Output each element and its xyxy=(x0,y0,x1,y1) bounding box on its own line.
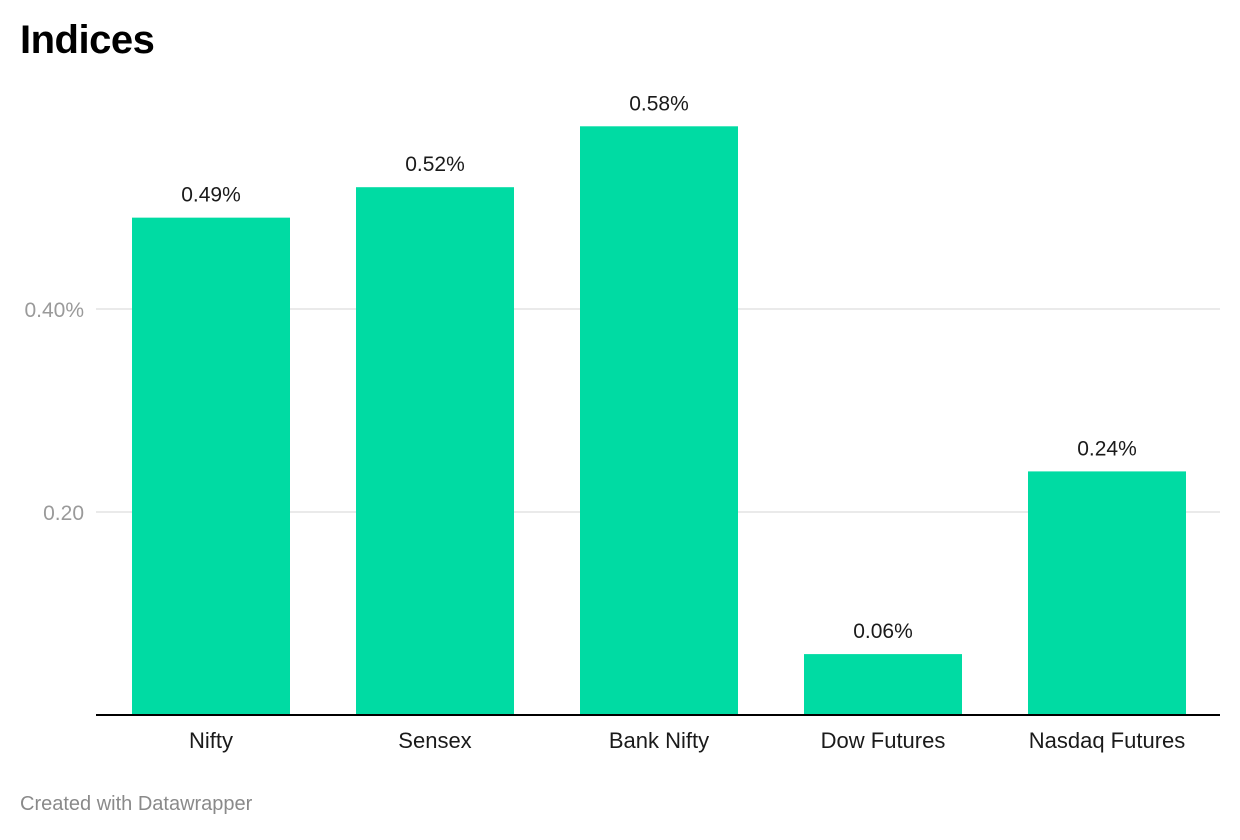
bar-bank-nifty xyxy=(580,126,738,716)
value-labels: 0.49% 0.52% 0.58% 0.06% 0.24% xyxy=(181,92,1137,643)
bar-value-label: 0.52% xyxy=(405,153,465,176)
x-category-label: Nasdaq Futures xyxy=(1029,728,1186,753)
bar-nasdaq-futures xyxy=(1028,471,1186,715)
y-tick-label: 0.20 xyxy=(43,502,84,525)
x-category-label: Sensex xyxy=(398,728,471,753)
bar-value-label: 0.06% xyxy=(853,620,913,643)
bar-value-label: 0.24% xyxy=(1077,437,1137,460)
y-axis-ticks: 0.20 0.40% xyxy=(24,299,84,525)
bar-nifty xyxy=(132,217,290,715)
footer-credit: Created with Datawrapper xyxy=(20,793,253,815)
x-category-label: Dow Futures xyxy=(821,728,946,753)
x-category-label: Bank Nifty xyxy=(609,728,709,753)
chart-title: Indices xyxy=(20,18,155,62)
x-category-label: Nifty xyxy=(189,728,233,753)
bar-dow-futures xyxy=(804,654,962,715)
bar-sensex xyxy=(356,187,514,715)
bars xyxy=(132,126,1186,716)
bar-value-label: 0.58% xyxy=(629,92,689,115)
bar-value-label: 0.49% xyxy=(181,184,241,207)
y-tick-label: 0.40% xyxy=(24,299,84,322)
x-axis-categories: Nifty Sensex Bank Nifty Dow Futures Nasdaq F… xyxy=(189,728,1185,753)
